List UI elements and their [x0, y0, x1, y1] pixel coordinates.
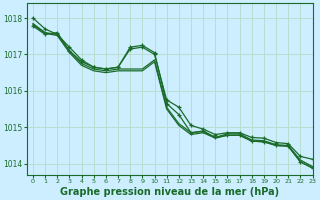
- X-axis label: Graphe pression niveau de la mer (hPa): Graphe pression niveau de la mer (hPa): [60, 187, 279, 197]
